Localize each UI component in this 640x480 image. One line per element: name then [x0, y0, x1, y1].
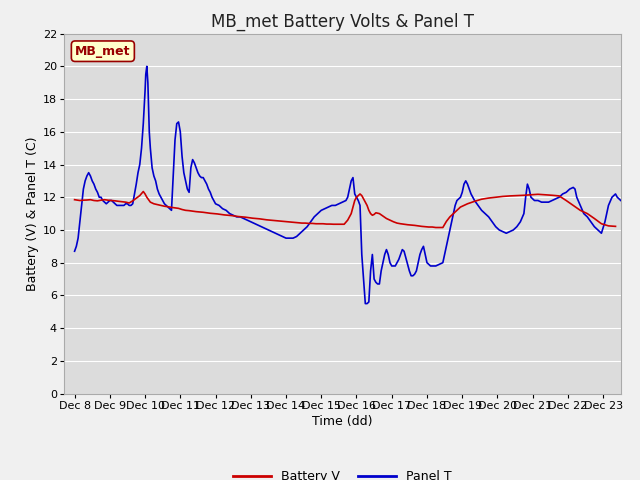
Text: MB_met: MB_met [75, 45, 131, 58]
Y-axis label: Battery (V) & Panel T (C): Battery (V) & Panel T (C) [26, 136, 38, 291]
X-axis label: Time (dd): Time (dd) [312, 415, 372, 428]
Title: MB_met Battery Volts & Panel T: MB_met Battery Volts & Panel T [211, 12, 474, 31]
Legend: Battery V, Panel T: Battery V, Panel T [228, 465, 456, 480]
